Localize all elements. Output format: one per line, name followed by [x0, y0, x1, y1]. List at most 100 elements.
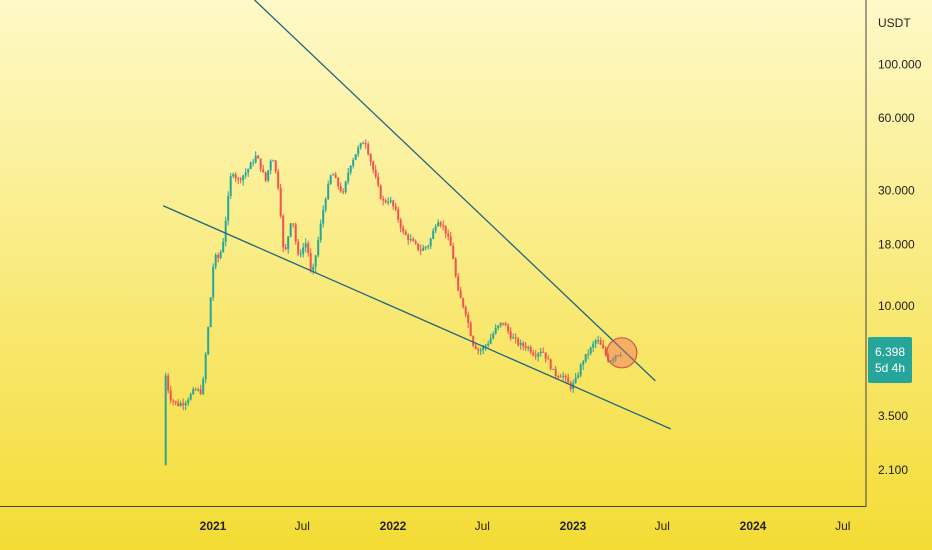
- candle-body: [304, 243, 307, 248]
- candle-body: [417, 243, 420, 250]
- candle-body: [204, 354, 207, 380]
- candle-body: [462, 298, 465, 307]
- trendline[interactable]: [251, 0, 656, 382]
- candle-body: [284, 247, 287, 250]
- candle-body: [392, 200, 395, 207]
- candle-body: [244, 172, 247, 176]
- candle-body: [267, 170, 270, 181]
- candle-body: [419, 249, 422, 251]
- candle-body: [347, 172, 350, 182]
- candle-body: [614, 355, 617, 359]
- candle-body: [557, 376, 560, 378]
- candle-body: [372, 161, 375, 170]
- candle-body: [249, 162, 252, 170]
- price-axis[interactable]: 100.000 60.000 30.000 18.000 10.000 3.500 2.10…: [878, 57, 922, 476]
- candle-body: [324, 199, 327, 210]
- candle-body: [489, 338, 492, 344]
- candle-body: [537, 353, 540, 357]
- candlestick-series: [164, 139, 622, 466]
- candle-body: [449, 236, 452, 246]
- candle-body: [164, 375, 167, 465]
- candle-body: [314, 255, 317, 267]
- candle-body: [587, 353, 590, 355]
- candle-body: [229, 176, 232, 197]
- candle-body: [447, 233, 450, 237]
- time-axis[interactable]: 2021 Jul 2022 Jul 2023 Jul 2024 Jul: [200, 519, 851, 533]
- candle-body: [507, 325, 510, 332]
- candle-body: [439, 222, 442, 226]
- candle-body: [334, 174, 337, 178]
- candle-body: [257, 155, 260, 159]
- candle-body: [269, 160, 272, 171]
- candle-body: [467, 314, 470, 323]
- candle-body: [237, 178, 240, 180]
- candle-body: [344, 181, 347, 193]
- candle-body: [497, 325, 500, 328]
- candle-body: [307, 243, 310, 254]
- candle-body: [457, 276, 460, 291]
- candle-body: [379, 185, 382, 199]
- candle-body: [282, 215, 285, 248]
- candle-body: [309, 253, 312, 270]
- candle-body: [302, 247, 305, 254]
- candle-body: [477, 348, 480, 351]
- candle-body: [429, 238, 432, 246]
- candle-body: [322, 209, 325, 224]
- candle-body: [422, 247, 425, 251]
- candle-body: [382, 198, 385, 201]
- candle-body: [217, 254, 220, 258]
- candle-body: [199, 389, 202, 394]
- candle-countdown: 5d 4h: [874, 361, 906, 375]
- candle-body: [494, 327, 497, 334]
- price-tick-label: 2.100: [878, 463, 908, 477]
- candle-body: [224, 220, 227, 242]
- candle-body: [569, 382, 572, 389]
- candle-body: [432, 230, 435, 239]
- candle-body: [192, 389, 195, 394]
- candle-body: [519, 343, 522, 345]
- candle-body: [617, 355, 620, 357]
- candle-body: [484, 345, 487, 347]
- candle-body: [399, 219, 402, 228]
- candle-body: [619, 355, 622, 357]
- candle-body: [189, 393, 192, 400]
- candle-body: [592, 343, 595, 348]
- time-tick-label: 2024: [740, 519, 767, 533]
- candle-body: [612, 358, 615, 361]
- candle-body: [602, 344, 605, 349]
- trendline[interactable]: [162, 205, 671, 430]
- candle-body: [547, 358, 550, 360]
- candle-body: [584, 354, 587, 362]
- candle-body: [402, 227, 405, 232]
- candle-body: [414, 241, 417, 244]
- candle-body: [474, 345, 477, 349]
- candle-body: [397, 209, 400, 220]
- candle-body: [287, 236, 290, 250]
- marker-layer: [606, 337, 638, 369]
- candle-body: [589, 347, 592, 354]
- candle-body: [492, 333, 495, 339]
- last-price-badge: 6.398 5d 4h: [868, 337, 912, 383]
- price-tick-label: 60.000: [878, 111, 915, 125]
- candle-body: [577, 375, 580, 378]
- candle-body: [179, 403, 182, 406]
- candle-body: [574, 377, 577, 383]
- candle-body: [369, 154, 372, 162]
- candle-body: [292, 223, 295, 225]
- candle-body: [517, 338, 520, 345]
- candle-body: [504, 323, 507, 326]
- time-tick-label: Jul: [835, 519, 850, 533]
- candle-body: [349, 165, 352, 173]
- time-tick-label: 2021: [200, 519, 227, 533]
- price-tick-label: 100.000: [878, 57, 922, 71]
- candle-body: [509, 331, 512, 339]
- candle-body: [364, 143, 367, 145]
- candle-body: [317, 240, 320, 256]
- candle-body: [424, 246, 427, 248]
- candle-body: [469, 322, 472, 337]
- candle-body: [522, 343, 525, 347]
- price-tick-label: 10.000: [878, 299, 915, 313]
- candle-body: [172, 400, 175, 402]
- candle-body: [499, 322, 502, 326]
